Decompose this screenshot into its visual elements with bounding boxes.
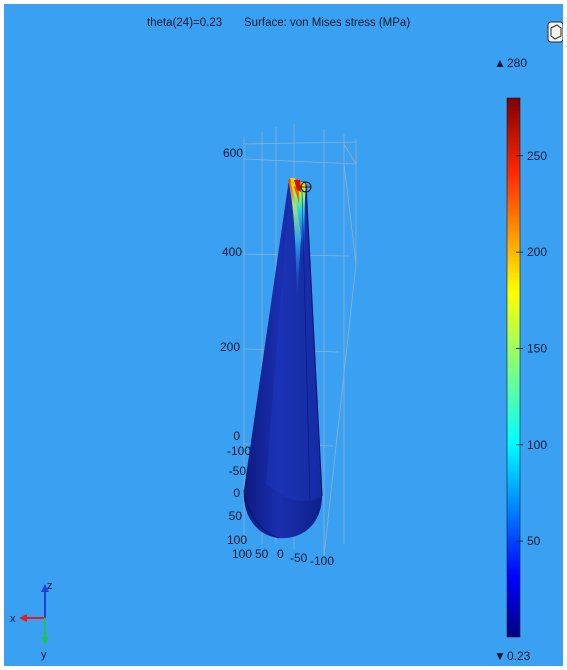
plot-parameter-label: theta(24)=0.23 bbox=[147, 17, 222, 29]
y-tick-0: 0 bbox=[233, 486, 240, 500]
x-tick-0: 0 bbox=[277, 547, 284, 561]
view-cube-icon[interactable] bbox=[547, 21, 563, 43]
plot-canvas[interactable]: theta(24)=0.23 Surface: von Mises stress… bbox=[4, 4, 563, 666]
plot-surface-title: Surface: von Mises stress (MPa) bbox=[244, 17, 410, 29]
colorbar-tick-label: 50 bbox=[527, 534, 541, 548]
colorbar-min-marker: ▼ bbox=[494, 649, 506, 663]
x-tick-50: 50 bbox=[255, 547, 269, 561]
x-tick-minus50: -50 bbox=[290, 551, 308, 565]
y-tick-minus50: -50 bbox=[229, 464, 247, 478]
stress-surface-model[interactable] bbox=[243, 178, 323, 539]
z-tick-400: 400 bbox=[222, 245, 242, 259]
triad-z-label: z bbox=[47, 580, 53, 592]
triad-y-label: y bbox=[41, 649, 47, 661]
colorbar-tick-label: 150 bbox=[527, 341, 547, 355]
graphics-window[interactable]: theta(24)=0.23 Surface: von Mises stress… bbox=[4, 4, 563, 666]
axis-orientation-triad: z x y bbox=[10, 580, 53, 661]
x-tick-100: 100 bbox=[232, 547, 252, 561]
colorbar-gradient bbox=[506, 97, 521, 638]
colorbar-min-label: 0.23 bbox=[507, 649, 531, 663]
y-tick-minus100: -100 bbox=[227, 444, 251, 458]
colorbar-tick-label: 250 bbox=[527, 149, 547, 163]
triad-x-label: x bbox=[10, 613, 16, 625]
z-tick-0: 0 bbox=[233, 429, 240, 443]
colorbar-tick-label: 100 bbox=[527, 438, 547, 452]
colorbar-max-label: 280 bbox=[507, 56, 527, 70]
colorbar-tick-label: 200 bbox=[527, 245, 547, 259]
z-tick-200: 200 bbox=[220, 340, 240, 354]
x-tick-minus100: -100 bbox=[310, 554, 334, 568]
z-tick-600: 600 bbox=[223, 146, 243, 160]
y-tick-50: 50 bbox=[229, 509, 243, 523]
y-tick-100: 100 bbox=[227, 533, 247, 547]
colorbar-max-marker: ▲ bbox=[494, 56, 506, 70]
color-legend: ▲ 280 250 200 150 100 50 ▼ 0.23 bbox=[494, 56, 547, 663]
